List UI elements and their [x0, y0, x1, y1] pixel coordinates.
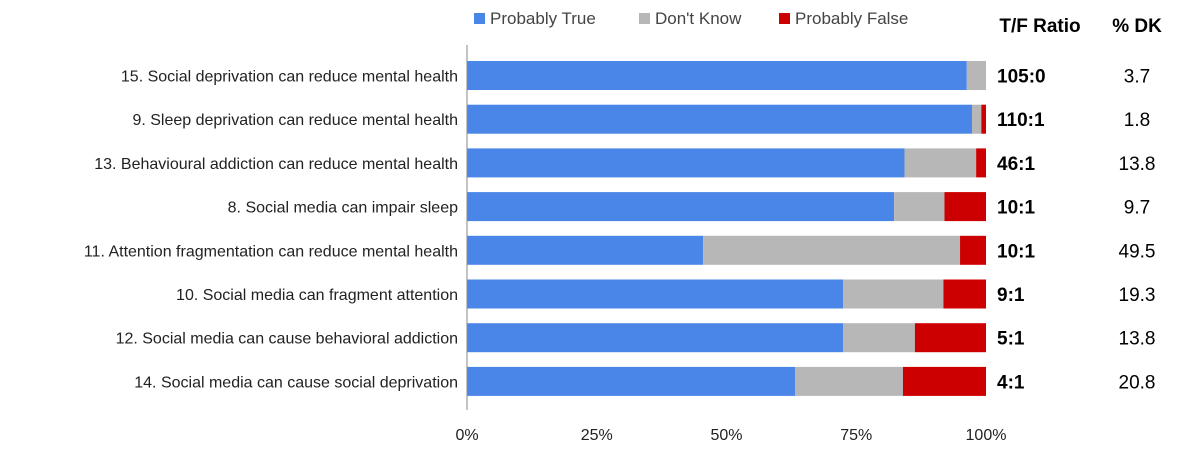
- x-tick-labels: 0% 25% 50% 75% 100%: [455, 427, 1006, 444]
- bar-probably-false-row-7: [914, 323, 986, 353]
- legend-swatch-probably-true: [474, 13, 485, 24]
- dk-value-row-5: 49.5: [1119, 241, 1156, 262]
- category-label-row-4: 8. Social media can impair sleep: [228, 200, 458, 217]
- bar-don-t-know-row-1: [966, 61, 986, 90]
- legend-label-probably-false: Probably False: [795, 9, 908, 28]
- bar-probably-true-row-3: [467, 148, 905, 178]
- dk-value-row-6: 19.3: [1119, 285, 1156, 306]
- category-label-row-8: 14. Social media can cause social depriv…: [134, 374, 458, 391]
- bar-probably-false-row-4: [944, 192, 986, 222]
- bar-probably-true-row-6: [467, 279, 844, 309]
- dk-value-row-8: 20.8: [1119, 372, 1156, 393]
- column-headers: T/F Ratio % DK: [999, 16, 1162, 37]
- bar-probably-true-row-2: [467, 104, 972, 134]
- legend-label-probably-true: Probably True: [490, 9, 596, 28]
- bar-probably-true-row-7: [467, 323, 844, 353]
- bar-don-t-know-row-3: [904, 148, 977, 178]
- legend: Probably True Don't Know Probably False: [474, 9, 908, 28]
- x-tick-label-50: 50%: [710, 427, 742, 444]
- bar-don-t-know-row-5: [703, 235, 961, 265]
- bar-don-t-know-row-6: [843, 279, 944, 309]
- bar-probably-true-row-4: [467, 192, 895, 222]
- tf-ratio-row-5: 10:1: [997, 241, 1035, 262]
- category-label-row-2: 9. Sleep deprivation can reduce mental h…: [132, 112, 458, 129]
- side-columns: 105:0 3.7 110:1 1.8 46:1 13.8 10:1 9.7 10:1 49.5 9…: [997, 67, 1155, 394]
- bar-probably-false-row-8: [902, 366, 986, 396]
- bar-probably-true-row-1: [467, 61, 967, 90]
- bars: [467, 61, 986, 396]
- legend-swatch-don-t-know: [639, 13, 650, 24]
- category-label-row-7: 12. Social media can cause behavioral ad…: [116, 331, 458, 348]
- dk-value-row-7: 13.8: [1119, 329, 1156, 350]
- tf-ratio-row-7: 5:1: [997, 329, 1025, 350]
- bar-probably-false-row-3: [976, 148, 986, 178]
- bar-don-t-know-row-8: [795, 366, 903, 396]
- column-header-dk: % DK: [1112, 16, 1162, 37]
- category-label-row-1: 15. Social deprivation can reduce mental…: [121, 69, 458, 86]
- bar-probably-false-row-6: [943, 279, 986, 309]
- bar-probably-false-row-2: [981, 104, 986, 134]
- legend-swatch-probably-false: [779, 13, 790, 24]
- bar-don-t-know-row-7: [843, 323, 915, 353]
- category-labels: 15. Social deprivation can reduce mental…: [84, 69, 458, 392]
- tf-ratio-row-8: 4:1: [997, 372, 1025, 393]
- category-label-row-3: 13. Behavioural addiction can reduce men…: [94, 156, 458, 173]
- bar-probably-false-row-5: [960, 235, 986, 265]
- tf-ratio-row-1: 105:0: [997, 67, 1046, 88]
- dk-value-row-3: 13.8: [1119, 154, 1156, 175]
- tf-ratio-row-4: 10:1: [997, 198, 1035, 219]
- legend-label-don-t-know: Don't Know: [655, 9, 742, 28]
- x-tick-label-75: 75%: [840, 427, 872, 444]
- bar-don-t-know-row-2: [971, 104, 982, 134]
- column-header-t-f-ratio: T/F Ratio: [999, 16, 1080, 37]
- dk-value-row-4: 9.7: [1124, 198, 1150, 219]
- tf-ratio-row-6: 9:1: [997, 285, 1025, 306]
- category-label-row-5: 11. Attention fragmentation can reduce m…: [84, 243, 458, 260]
- bar-don-t-know-row-4: [894, 192, 945, 222]
- dk-value-row-2: 1.8: [1124, 110, 1150, 131]
- tf-ratio-row-2: 110:1: [997, 110, 1045, 131]
- dk-value-row-1: 3.7: [1124, 67, 1150, 88]
- x-tick-label-25: 25%: [581, 427, 613, 444]
- tf-ratio-row-3: 46:1: [997, 154, 1035, 175]
- x-tick-label-100: 100%: [966, 427, 1007, 444]
- bar-probably-true-row-5: [467, 235, 704, 265]
- bar-probably-true-row-8: [467, 366, 796, 396]
- category-label-row-6: 10. Social media can fragment attention: [176, 287, 458, 304]
- x-tick-label-0: 0%: [455, 427, 478, 444]
